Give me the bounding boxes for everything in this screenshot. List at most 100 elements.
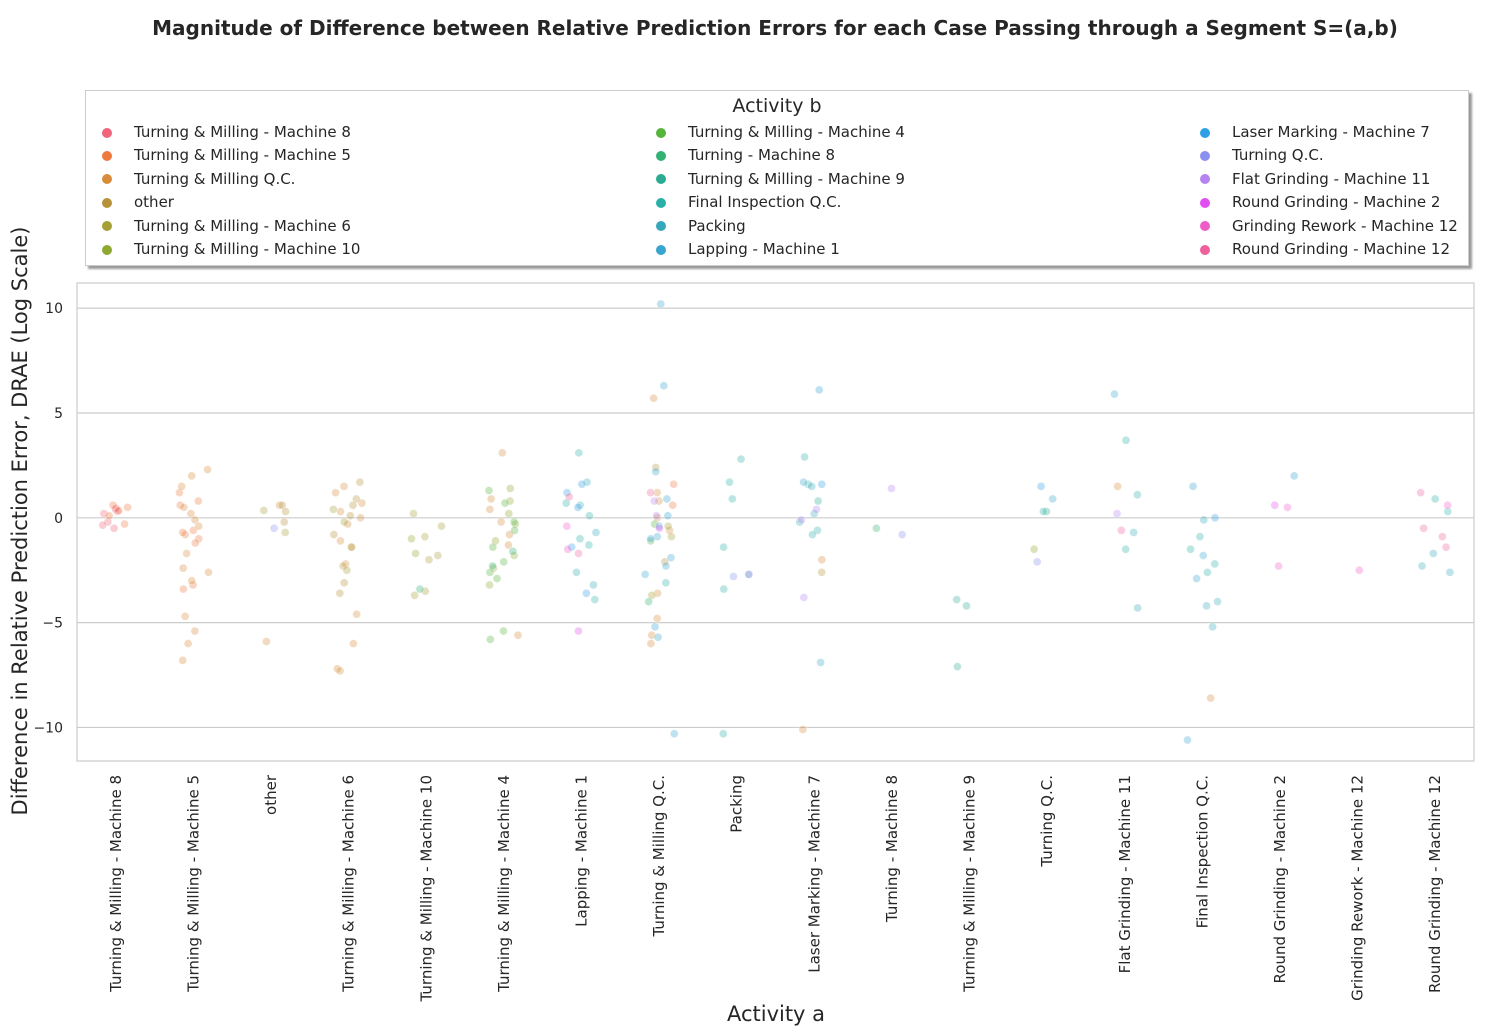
data-point bbox=[653, 532, 662, 541]
series-lapping-machine-1 bbox=[640, 299, 1299, 745]
legend-label: Turning & Milling - Machine 10 bbox=[134, 240, 361, 258]
legend-item-turning-and-milling-machine-4: Turning & Milling - Machine 4 bbox=[656, 121, 905, 143]
data-point bbox=[496, 517, 506, 527]
x-tick-label-turning-and-milling-machine-6: Turning & Milling - Machine 6 bbox=[340, 775, 358, 993]
series-flat-grinding-machine-11 bbox=[649, 484, 1122, 602]
data-point bbox=[817, 568, 826, 577]
legend-item-packing: Packing bbox=[656, 215, 746, 237]
legend-label: Turning & Milling - Machine 9 bbox=[688, 169, 905, 188]
legend-marker bbox=[656, 221, 666, 232]
data-point bbox=[1112, 509, 1122, 518]
data-point bbox=[1270, 500, 1280, 510]
series-turning-and-milling-machine-4 bbox=[484, 486, 659, 644]
data-point bbox=[269, 523, 279, 533]
series-turning-and-milling-q-c bbox=[177, 394, 1215, 734]
data-point bbox=[190, 515, 200, 525]
points-layer bbox=[98, 299, 1455, 745]
series-round-grinding-machine-12 bbox=[564, 488, 1451, 558]
data-point bbox=[659, 381, 669, 391]
data-point bbox=[1417, 561, 1427, 571]
data-point bbox=[662, 494, 672, 504]
data-point bbox=[510, 526, 519, 535]
data-point bbox=[505, 530, 514, 539]
data-point bbox=[667, 532, 676, 541]
data-point bbox=[259, 506, 269, 515]
data-point bbox=[582, 588, 591, 598]
data-point bbox=[279, 517, 289, 527]
data-point bbox=[574, 549, 583, 558]
data-point bbox=[736, 454, 746, 464]
data-point bbox=[585, 511, 594, 521]
data-point bbox=[336, 507, 345, 516]
data-point bbox=[646, 536, 656, 546]
data-point bbox=[505, 496, 515, 506]
data-point bbox=[179, 584, 188, 594]
data-point bbox=[280, 528, 290, 537]
data-point bbox=[178, 563, 188, 573]
y-tick-label: 10 bbox=[45, 301, 63, 317]
legend-label: Lapping - Machine 1 bbox=[688, 240, 840, 258]
data-point bbox=[1133, 603, 1142, 613]
legend-marker bbox=[102, 244, 112, 255]
data-point bbox=[646, 534, 656, 544]
data-point bbox=[652, 614, 662, 623]
data-point bbox=[355, 477, 365, 487]
legend-marker bbox=[656, 127, 666, 138]
data-point bbox=[809, 509, 819, 518]
data-point bbox=[485, 568, 495, 577]
data-point bbox=[336, 536, 345, 546]
data-point bbox=[897, 530, 907, 539]
data-point bbox=[1198, 551, 1208, 560]
x-tick-label-lapping-machine-1: Lapping - Machine 1 bbox=[572, 775, 590, 927]
data-point bbox=[1039, 507, 1048, 516]
x-tick-label-flat-grinding-machine-11: Flat Grinding - Machine 11 bbox=[1116, 775, 1134, 973]
data-point bbox=[564, 492, 574, 502]
data-point bbox=[719, 542, 728, 552]
data-point bbox=[275, 500, 284, 510]
x-tick-label-turning-and-milling-machine-8: Turning & Milling - Machine 8 bbox=[107, 775, 125, 993]
data-point bbox=[663, 511, 673, 521]
legend-marker bbox=[1200, 150, 1210, 161]
data-point bbox=[718, 729, 728, 739]
data-point bbox=[1195, 532, 1205, 541]
legend: Activity b Turning & Milling - Machine 8… bbox=[85, 90, 1469, 266]
legend-item-final-inspection-q-c: Final Inspection Q.C. bbox=[656, 191, 841, 213]
legend-item-turning-and-milling-machine-9: Turning & Milling - Machine 9 bbox=[656, 168, 905, 190]
x-tick-label-final-inspection-q-c: Final Inspection Q.C. bbox=[1193, 775, 1211, 928]
data-point bbox=[437, 521, 446, 531]
x-axis-label: Activity a bbox=[727, 1002, 825, 1026]
y-tick-label: −10 bbox=[33, 720, 63, 736]
data-point bbox=[1133, 490, 1142, 500]
data-point bbox=[744, 570, 754, 579]
data-point bbox=[1188, 482, 1198, 491]
data-point bbox=[504, 509, 514, 518]
data-point bbox=[669, 479, 678, 489]
data-point bbox=[1283, 503, 1292, 512]
legend-label: Round Grinding - Machine 12 bbox=[1232, 240, 1451, 258]
data-point bbox=[331, 488, 340, 497]
legend-label: Turning & Milling - Machine 4 bbox=[688, 123, 905, 141]
data-point bbox=[420, 532, 430, 541]
data-point bbox=[575, 534, 585, 544]
data-point bbox=[104, 511, 114, 521]
data-point bbox=[492, 574, 502, 583]
data-point bbox=[1129, 528, 1138, 537]
data-point bbox=[656, 299, 666, 309]
data-point bbox=[513, 630, 523, 640]
data-point bbox=[349, 639, 358, 648]
data-point bbox=[728, 494, 737, 504]
legend-item-turning-and-milling-machine-10: Turning & Milling - Machine 10 bbox=[102, 238, 360, 260]
data-point bbox=[183, 639, 193, 648]
data-point bbox=[411, 549, 420, 558]
legend-title: Activity b bbox=[732, 95, 822, 117]
legend-label: Flat Grinding - Machine 11 bbox=[1232, 169, 1431, 188]
data-point bbox=[799, 477, 808, 487]
y-axis-label: Difference in Relative Prediction Error,… bbox=[8, 227, 32, 816]
data-point bbox=[1206, 693, 1215, 703]
y-tick-label: 5 bbox=[54, 406, 63, 422]
data-point bbox=[589, 580, 598, 590]
data-point bbox=[329, 530, 339, 539]
data-point bbox=[1042, 507, 1051, 516]
data-point bbox=[509, 517, 519, 527]
data-point bbox=[407, 534, 416, 544]
